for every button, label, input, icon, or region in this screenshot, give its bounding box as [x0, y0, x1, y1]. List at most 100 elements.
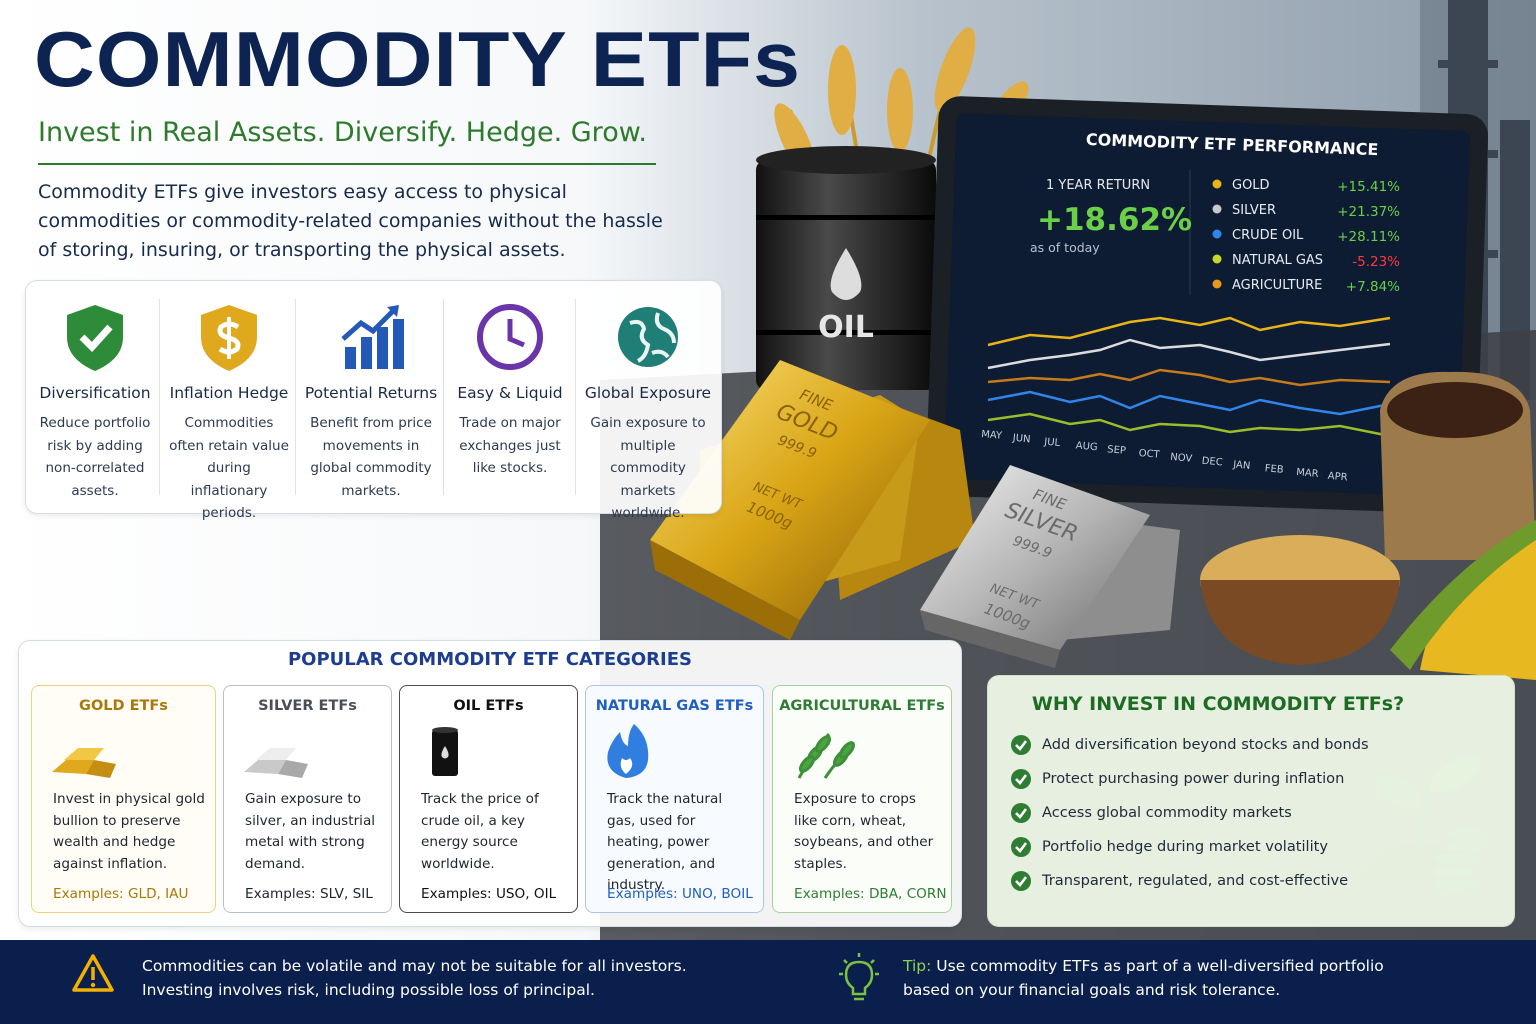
feature-icon	[618, 307, 678, 367]
title: COMMODITY ETFs	[34, 15, 802, 103]
why-item: Portfolio hedge during market volatility	[1042, 838, 1329, 855]
month-label: APR	[1327, 471, 1348, 484]
legend-dot	[1212, 204, 1222, 214]
category-card: GOLD ETFs Invest in physical gold bullion…	[31, 685, 216, 913]
gold-bars	[650, 360, 975, 640]
category-examples: Examples: DBA, CORN	[794, 886, 947, 902]
feature: Inflation Hedge Commodities often retain …	[162, 281, 296, 521]
commodity-name: AGRICULTURE	[1232, 278, 1322, 293]
legend-dot	[1212, 279, 1222, 289]
warning-icon	[72, 954, 114, 992]
perf-lines	[987, 316, 1391, 438]
category-icon	[432, 727, 458, 776]
check-icon	[1011, 769, 1031, 789]
feature-text: Trade on major exchanges just like stock…	[459, 415, 561, 476]
category-text: Invest in physical gold bullion to prese…	[53, 791, 205, 872]
feature-title: Easy & Liquid	[457, 384, 563, 402]
check-icon	[1011, 837, 1031, 857]
silver-bars	[920, 465, 1180, 668]
why-item: Protect purchasing power during inflatio…	[1042, 770, 1345, 787]
commodity-name: NATURAL GAS	[1232, 253, 1323, 268]
warning-text: Commodities can be volatile and may not …	[142, 954, 687, 1002]
legend-dot	[1212, 179, 1222, 189]
categories-panel: POPULAR COMMODITY ETF CATEGORIES GOLD ET…	[18, 640, 962, 927]
why-item: Transparent, regulated, and cost-effecti…	[1042, 872, 1349, 889]
month-label: JAN	[1232, 459, 1251, 472]
feature-icon	[341, 305, 404, 369]
category-examples: Examples: GLD, IAU	[53, 886, 189, 902]
tip-text: Tip: Use commodity ETFs as part of a wel…	[903, 954, 1384, 1002]
category-name: SILVER ETFs	[258, 698, 357, 714]
month-label: MAR	[1296, 467, 1319, 480]
feature-title: Global Exposure	[584, 384, 712, 402]
commodity-name: GOLD	[1232, 178, 1270, 193]
category-card: OIL ETFs Track the price of crude oil, a …	[399, 685, 578, 913]
month-label: FEB	[1264, 463, 1284, 476]
month-label: NOV	[1170, 452, 1193, 465]
why-panel: WHY INVEST IN COMMODITY ETFs? Add divers…	[987, 675, 1515, 927]
feature-title: Potential Returns	[304, 384, 438, 402]
commodity-name: SILVER	[1232, 203, 1276, 218]
warning-line: Investing involves risk, including possi…	[142, 981, 595, 999]
commodity-change: +15.41%	[1337, 179, 1400, 195]
commodity-change: +28.11%	[1337, 229, 1400, 245]
divider	[38, 163, 656, 165]
feature-text: Commodities often retain value during in…	[169, 415, 289, 521]
tip-line: Tip: Use commodity ETFs as part of a wel…	[903, 954, 1384, 978]
return-value: +18.62%	[1037, 202, 1192, 238]
why-item: Add diversification beyond stocks and bo…	[1042, 736, 1369, 753]
oil-barrel	[756, 146, 936, 390]
month-label: JUN	[1011, 433, 1031, 446]
corn	[1390, 520, 1536, 680]
feature-title: Inflation Hedge	[169, 384, 289, 402]
tip-label: Tip:	[903, 957, 932, 975]
feature: Diversification Reduce portfolio risk by …	[31, 281, 159, 513]
tip-line: based on your financial goals and risk t…	[903, 981, 1281, 999]
check-icon	[1011, 735, 1031, 755]
legend-dot	[1212, 254, 1222, 264]
feature: Easy & Liquid Trade on major exchanges ju…	[446, 281, 574, 513]
separator	[443, 299, 444, 495]
month-label: JUL	[1043, 437, 1061, 449]
feature: Global Exposure Gain exposure to multiple…	[578, 281, 718, 521]
category-examples: Examples: SLV, SIL	[245, 886, 373, 902]
category-text: Track the natural gas, used for heating,…	[607, 791, 723, 893]
commodity-change: +7.84%	[1346, 279, 1400, 295]
separator	[295, 299, 296, 495]
return-label: 1 YEAR RETURN	[1046, 178, 1150, 193]
category-text: Track the price of crude oil, a key ener…	[421, 791, 539, 872]
category-text: Gain exposure to silver, an industrial m…	[245, 791, 376, 872]
legend-dot	[1212, 229, 1222, 239]
feature-text: Reduce portfolio risk by adding non-corr…	[39, 415, 151, 499]
month-label: AUG	[1075, 440, 1098, 453]
category-icon	[244, 748, 308, 778]
why-title: WHY INVEST IN COMMODITY ETFs?	[1031, 693, 1405, 715]
month-label: SEP	[1107, 444, 1127, 457]
tip-line-text: Use commodity ETFs as part of a well-div…	[936, 957, 1384, 975]
commodity-name: CRUDE OIL	[1232, 228, 1304, 243]
commodity-change: -5.23%	[1352, 254, 1400, 270]
tagline: Invest in Real Assets. Diversify. Hedge.…	[38, 117, 647, 148]
features-panel: Diversification Reduce portfolio risk by …	[25, 280, 722, 521]
separator	[575, 299, 576, 495]
categories-title: POPULAR COMMODITY ETF CATEGORIES	[287, 649, 693, 670]
category-text: Exposure to crops like corn, wheat, soyb…	[794, 791, 934, 872]
as-of: as of today	[1030, 240, 1100, 255]
tablet	[925, 96, 1489, 514]
category-card: SILVER ETFs Gain exposure to silver, an i…	[223, 685, 392, 913]
intro: Commodity ETFs give investors easy acces…	[38, 181, 663, 261]
category-name: GOLD ETFs	[79, 698, 168, 714]
feature-text: Gain exposure to multiple commodity mark…	[590, 415, 706, 521]
soybean-bowl	[1200, 535, 1400, 665]
category-icon	[797, 733, 856, 779]
category-examples: Examples: USO, OIL	[421, 886, 557, 902]
category-card: NATURAL GAS ETFs Track the natural gas, u…	[585, 685, 764, 913]
tip-icon	[839, 953, 879, 1001]
footer: Commodities can be volatile and may not …	[0, 940, 1536, 1024]
why-item: Access global commodity markets	[1042, 804, 1292, 821]
category-icon	[52, 748, 116, 778]
feature-icon	[201, 305, 257, 371]
category-name: AGRICULTURAL ETFs	[779, 698, 945, 714]
category-name: OIL ETFs	[453, 698, 524, 714]
month-label: MAY	[981, 429, 1004, 442]
